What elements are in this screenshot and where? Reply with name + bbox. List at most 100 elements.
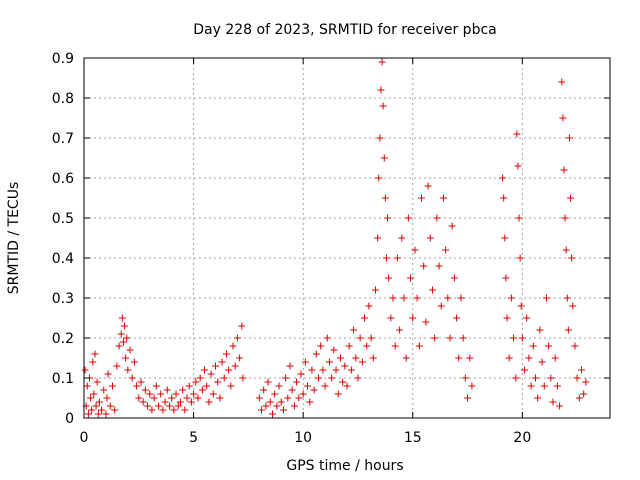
data-point: [457, 294, 465, 302]
data-point: [371, 286, 379, 294]
data-point: [91, 350, 99, 358]
data-point: [299, 390, 307, 398]
data-point: [415, 342, 423, 350]
data-point: [503, 314, 511, 322]
data-point: [310, 386, 318, 394]
plot-frame: [83, 57, 611, 419]
data-point: [122, 354, 130, 362]
data-point: [517, 302, 525, 310]
data-point: [111, 406, 119, 414]
data-point: [527, 382, 535, 390]
data-point: [115, 342, 123, 350]
y-tick-label: 0.8: [52, 91, 74, 107]
data-point: [363, 342, 371, 350]
data-point: [565, 134, 573, 142]
data-point: [159, 406, 167, 414]
data-point: [334, 390, 342, 398]
y-tick-label: 0.3: [52, 291, 74, 307]
data-point: [531, 374, 539, 382]
data-point: [505, 354, 513, 362]
data-point: [560, 166, 568, 174]
data-point: [339, 378, 347, 386]
data-point: [393, 254, 401, 262]
data-point: [161, 398, 169, 406]
data-point: [141, 386, 149, 394]
data-point: [231, 362, 239, 370]
data-point: [350, 326, 358, 334]
data-point: [271, 390, 279, 398]
data-point: [137, 378, 145, 386]
y-tick-label: 0.6: [52, 171, 74, 187]
data-point: [168, 394, 176, 402]
data-point: [117, 330, 125, 338]
data-point: [157, 390, 165, 398]
data-point: [424, 182, 432, 190]
data-point: [277, 398, 285, 406]
data-point: [172, 390, 180, 398]
data-point: [336, 354, 344, 362]
data-point: [205, 398, 213, 406]
data-point: [525, 354, 533, 362]
data-point: [93, 378, 101, 386]
data-point: [556, 402, 564, 410]
data-point: [461, 374, 469, 382]
data-point: [521, 366, 529, 374]
data-point: [323, 334, 331, 342]
data-point: [119, 338, 127, 346]
data-point: [347, 366, 355, 374]
data-point: [297, 370, 305, 378]
data-point: [387, 314, 395, 322]
data-point: [534, 394, 542, 402]
data-point: [464, 394, 472, 402]
data-point: [562, 246, 570, 254]
data-point: [266, 398, 274, 406]
data-point: [89, 358, 97, 366]
data-point: [439, 194, 447, 202]
y-axis-label: SRMTID / TECUs: [6, 182, 22, 295]
data-point: [404, 214, 412, 222]
data-point: [376, 134, 384, 142]
y-tick-label: 0.4: [52, 251, 74, 267]
data-point: [306, 398, 314, 406]
data-point: [538, 358, 546, 366]
data-point: [260, 386, 268, 394]
data-point: [382, 254, 390, 262]
x-tick-label: 15: [404, 430, 422, 446]
data-point: [420, 262, 428, 270]
data-point: [286, 362, 294, 370]
data-point: [94, 410, 102, 418]
data-point: [389, 294, 397, 302]
data-point: [123, 334, 131, 342]
data-point: [549, 398, 557, 406]
data-point: [194, 394, 202, 402]
data-point: [279, 406, 287, 414]
data-point: [545, 342, 553, 350]
data-point: [308, 366, 316, 374]
data-point: [398, 234, 406, 242]
data-point: [500, 194, 508, 202]
data-point: [293, 378, 301, 386]
ticks: 0 0.1 0.2 0.3 0.4 0.5 0.6 0.7 0.8 0.9 0 5 10 15 20: [52, 51, 610, 446]
data-points: [81, 58, 590, 418]
x-tick-label: 5: [189, 430, 198, 446]
data-point: [499, 174, 507, 182]
data-point: [428, 286, 436, 294]
data-point: [83, 382, 91, 390]
data-point: [330, 346, 338, 354]
data-point: [446, 334, 454, 342]
data-point: [139, 398, 147, 406]
data-point: [379, 102, 387, 110]
data-point: [284, 394, 292, 402]
data-point: [317, 342, 325, 350]
data-point: [207, 370, 215, 378]
data-point: [354, 374, 362, 382]
data-point: [87, 394, 95, 402]
data-point: [179, 386, 187, 394]
data-point: [575, 394, 583, 402]
data-point: [315, 374, 323, 382]
data-point: [262, 402, 270, 410]
data-point: [442, 246, 450, 254]
data-point: [411, 246, 419, 254]
data-point: [152, 382, 160, 390]
